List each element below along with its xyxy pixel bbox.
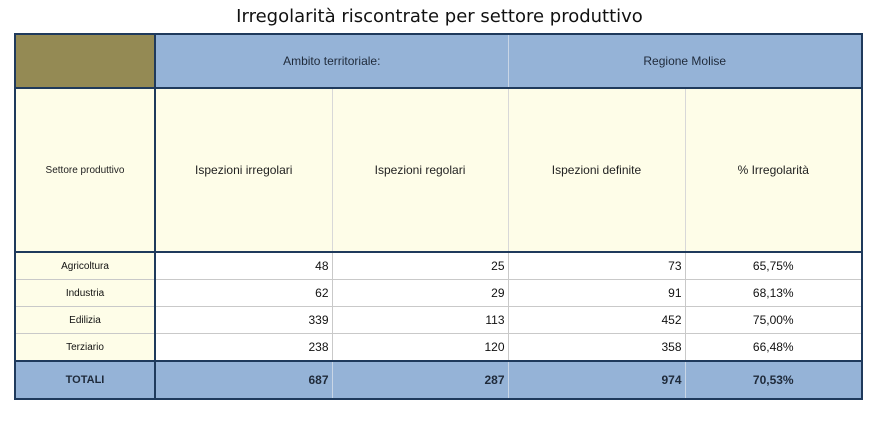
row-pct: 75,00% [685, 306, 862, 334]
group-header-row: Ambito territoriale: Regione Molise [15, 34, 862, 88]
row-pct: 65,75% [685, 252, 862, 280]
row-regular: 113 [332, 306, 509, 334]
totals-row: TOTALI 687 287 974 70,53% [15, 361, 862, 399]
row-irregular: 238 [155, 333, 333, 361]
row-defined: 91 [508, 279, 686, 307]
table-row: Agricoltura 48 25 73 65,75% [15, 252, 862, 280]
row-regular: 29 [332, 279, 509, 307]
totals-defined: 974 [508, 361, 686, 399]
ambito-territoriale-header: Ambito territoriale: [155, 34, 509, 88]
row-sector: Edilizia [15, 306, 156, 334]
totals-pct: 70,53% [685, 361, 862, 399]
col-header-pct: % Irregolarità [685, 88, 862, 252]
regione-header: Regione Molise [508, 34, 862, 88]
row-regular: 120 [332, 333, 509, 361]
row-irregular: 339 [155, 306, 333, 334]
row-defined: 358 [508, 333, 686, 361]
table-row: Terziario 238 120 358 66,48% [15, 333, 862, 361]
column-header-row: Settore produttivo Ispezioni irregolari … [15, 88, 862, 252]
col-header-regular: Ispezioni regolari [332, 88, 509, 252]
totals-irregular: 687 [155, 361, 333, 399]
row-pct: 68,13% [685, 279, 862, 307]
row-defined: 73 [508, 252, 686, 280]
col-header-irregular: Ispezioni irregolari [155, 88, 333, 252]
row-regular: 25 [332, 252, 509, 280]
row-sector: Industria [15, 279, 156, 307]
irregularities-table: Ambito territoriale: Regione Molise Sett… [14, 33, 863, 400]
row-sector: Terziario [15, 333, 156, 361]
row-sector: Agricoltura [15, 252, 156, 280]
col-header-sector: Settore produttivo [15, 88, 156, 252]
row-pct: 66,48% [685, 333, 862, 361]
col-header-defined: Ispezioni definite [508, 88, 686, 252]
table-title: Irregolarità riscontrate per settore pro… [236, 6, 643, 27]
row-irregular: 62 [155, 279, 333, 307]
row-irregular: 48 [155, 252, 333, 280]
table-row: Industria 62 29 91 68,13% [15, 279, 862, 307]
totals-label: TOTALI [15, 361, 156, 399]
corner-cell [15, 34, 156, 88]
totals-regular: 287 [332, 361, 509, 399]
row-defined: 452 [508, 306, 686, 334]
table-row: Edilizia 339 113 452 75,00% [15, 306, 862, 334]
